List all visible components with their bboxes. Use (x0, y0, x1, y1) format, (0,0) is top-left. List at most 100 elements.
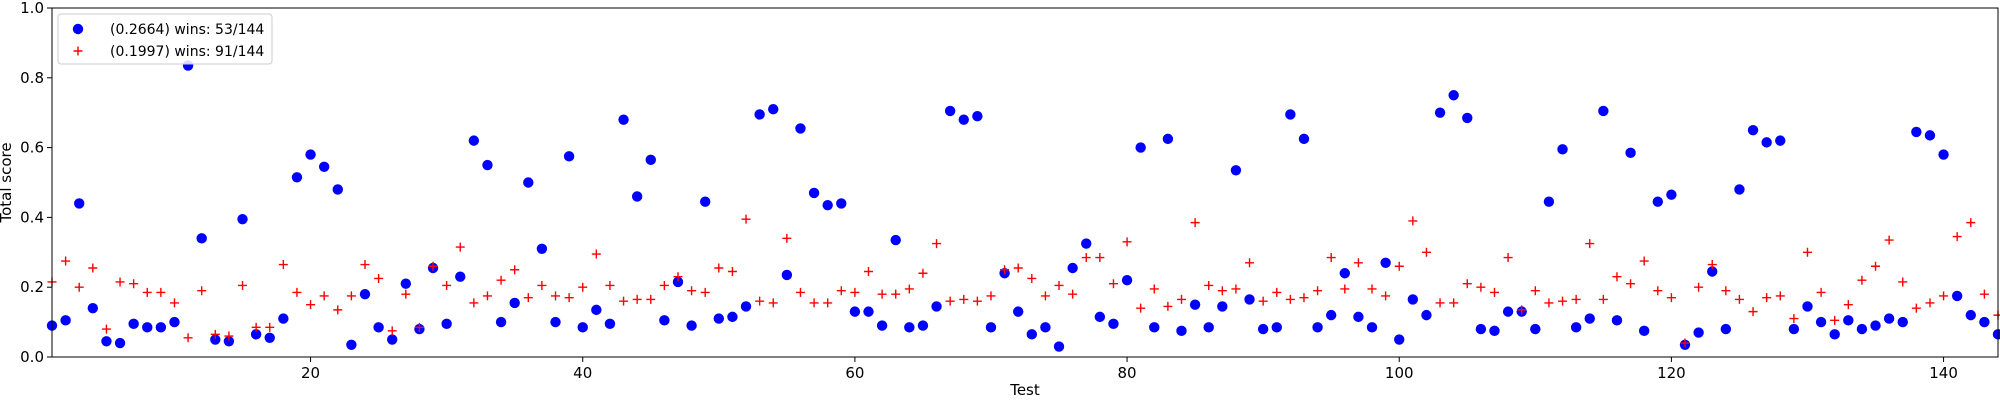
data-point (1734, 294, 1744, 304)
data-point (1353, 258, 1363, 268)
x-axis-label: Test (1009, 381, 1040, 399)
data-point (196, 233, 207, 244)
data-point (278, 260, 288, 270)
data-point (1952, 232, 1962, 242)
data-point (291, 172, 303, 183)
data-point (1108, 279, 1118, 289)
data-point (1897, 316, 1908, 328)
data-point (809, 298, 819, 308)
data-point (510, 265, 520, 275)
data-point (1026, 329, 1038, 340)
data-point (1149, 284, 1159, 294)
data-point (1734, 184, 1745, 195)
y-tick-label: 0.8 (20, 69, 44, 87)
data-point (237, 213, 248, 225)
data-point (1000, 265, 1010, 275)
data-point (278, 313, 289, 324)
data-point (1081, 238, 1092, 249)
legend-label: (0.1997) wins: 91/144 (110, 44, 264, 60)
data-point (591, 249, 601, 259)
data-point (469, 298, 479, 308)
data-point (169, 316, 180, 328)
data-point (1299, 293, 1309, 303)
data-point (1707, 266, 1718, 277)
data-point (128, 318, 139, 330)
data-point (1476, 282, 1486, 292)
data-point (1230, 165, 1242, 176)
data-point (768, 104, 779, 115)
data-point (904, 284, 914, 294)
data-point (1789, 314, 1799, 324)
x-tick-label: 40 (573, 364, 592, 382)
data-point (632, 294, 642, 304)
data-point (754, 109, 765, 120)
data-point (604, 318, 616, 330)
data-point (686, 320, 697, 331)
data-point (959, 294, 969, 304)
data-point (1530, 286, 1540, 296)
data-point (1448, 90, 1459, 101)
data-point (849, 306, 861, 317)
data-point (1177, 294, 1186, 304)
data-point (305, 149, 316, 160)
y-tick-label: 0.2 (20, 278, 44, 296)
data-point (1054, 280, 1064, 290)
data-point (1951, 290, 1963, 302)
data-point (359, 288, 371, 300)
data-point (1557, 144, 1568, 155)
data-point (822, 199, 833, 211)
data-point (1543, 196, 1555, 207)
data-point (1135, 142, 1146, 153)
data-point (1748, 307, 1758, 317)
data-point (1027, 273, 1037, 283)
data-point (1313, 286, 1323, 296)
data-point (360, 260, 370, 270)
data-point (197, 286, 207, 296)
x-tick-label: 20 (301, 364, 320, 382)
data-point (1449, 298, 1459, 308)
data-point (618, 114, 629, 125)
data-point (1353, 311, 1364, 323)
legend-label: (0.2664) wins: 53/144 (110, 22, 264, 38)
data-point (1435, 298, 1445, 308)
data-point (1258, 296, 1268, 306)
data-point (87, 302, 99, 314)
data-point (986, 291, 996, 301)
data-point (346, 339, 357, 350)
data-point (1067, 262, 1078, 274)
data-point (1503, 253, 1513, 263)
data-point (1245, 258, 1255, 268)
data-point (550, 316, 561, 328)
data-point (1979, 316, 1990, 328)
data-point (60, 315, 71, 326)
series-1 (46, 60, 2000, 352)
y-tick-label: 0.4 (20, 208, 44, 226)
data-point (74, 198, 85, 209)
data-point (387, 334, 398, 345)
x-tick-label: 60 (845, 364, 864, 382)
data-point (482, 291, 492, 301)
data-point (1203, 322, 1214, 333)
data-point (1381, 291, 1391, 301)
data-point (306, 300, 316, 310)
data-point (1013, 263, 1023, 273)
data-point (1870, 320, 1881, 331)
data-point (414, 322, 424, 332)
x-tick-label: 140 (1929, 364, 1958, 382)
data-point (496, 275, 506, 285)
data-point (224, 331, 234, 341)
data-point (1720, 323, 1732, 335)
x-tick-label: 80 (1118, 364, 1137, 382)
data-point (1502, 306, 1514, 317)
data-point (1217, 301, 1228, 312)
data-point (155, 322, 167, 333)
data-point (1639, 256, 1649, 266)
data-point (1775, 135, 1786, 146)
data-point (727, 311, 738, 323)
data-point (292, 287, 302, 297)
data-point (1421, 247, 1431, 257)
data-point (1094, 311, 1106, 323)
data-point (114, 337, 126, 349)
